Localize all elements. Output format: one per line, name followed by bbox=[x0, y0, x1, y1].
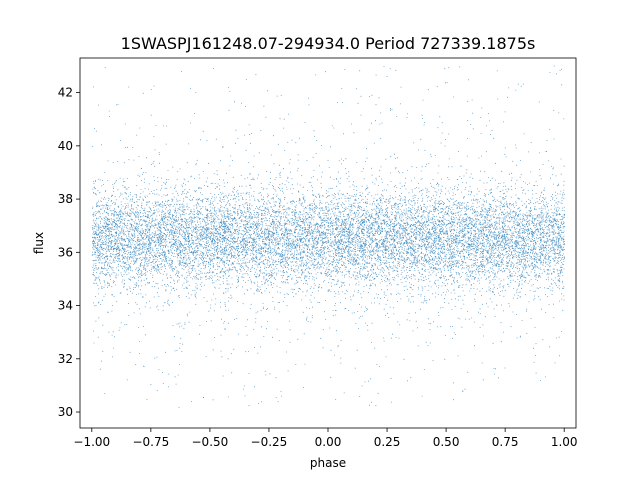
x-axis: −1.00 −0.75 −0.50 −0.25 0.00 0.25 0.50 0.75 1.00 bbox=[73, 428, 578, 449]
x-tick-label: −0.75 bbox=[132, 435, 169, 449]
x-tick-label: −1.00 bbox=[73, 435, 110, 449]
x-tick-label: −0.25 bbox=[251, 435, 288, 449]
x-tick-label: 0.75 bbox=[492, 435, 519, 449]
x-tick-label: 0.00 bbox=[315, 435, 342, 449]
y-tick-label: 34 bbox=[58, 299, 73, 313]
chart-title: 1SWASPJ161248.07-294934.0 Period 727339.… bbox=[121, 34, 536, 53]
y-tick-label: 40 bbox=[58, 139, 73, 153]
x-tick-label: 1.00 bbox=[551, 435, 578, 449]
data-points bbox=[91, 65, 565, 408]
y-tick-label: 42 bbox=[58, 86, 73, 100]
y-axis-label: flux bbox=[32, 232, 46, 254]
x-axis-label: phase bbox=[310, 456, 346, 470]
x-tick-label: 0.25 bbox=[374, 435, 401, 449]
scatter-points bbox=[91, 65, 565, 408]
y-tick-label: 30 bbox=[58, 405, 73, 419]
y-tick-label: 32 bbox=[58, 352, 73, 366]
y-tick-label: 36 bbox=[58, 245, 73, 259]
y-tick-label: 38 bbox=[58, 192, 73, 206]
x-tick-label: −0.50 bbox=[192, 435, 229, 449]
plot-frame bbox=[79, 57, 577, 429]
y-axis: 30 32 34 36 38 40 42 bbox=[58, 86, 80, 419]
x-tick-label: 0.50 bbox=[433, 435, 460, 449]
